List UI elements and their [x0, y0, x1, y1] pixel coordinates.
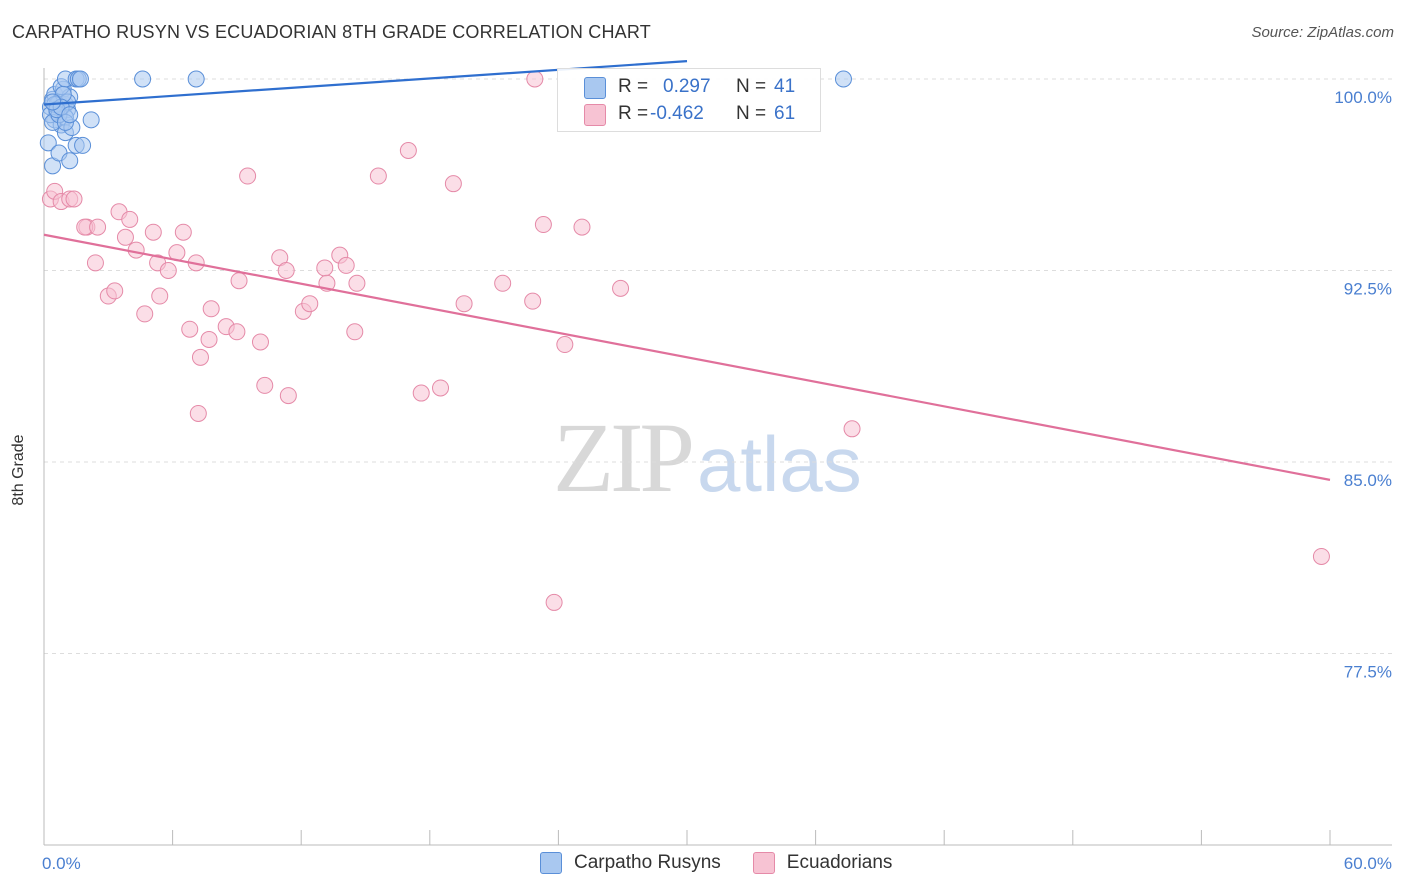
ecuadorian-point — [369, 167, 387, 185]
ecuadorian-point — [524, 292, 542, 310]
carpatho-rusyn-point — [74, 136, 92, 154]
ecuadorian-point — [202, 300, 220, 318]
ecuadorian-point — [136, 305, 154, 323]
legend-n-label: N = — [736, 76, 767, 97]
watermark-atlas: atlas — [697, 420, 862, 508]
ecuadorian-point — [106, 282, 124, 300]
ecuadorian-point — [279, 387, 297, 405]
ecuadorian-point — [277, 262, 295, 279]
legend-r-value: -0.462 — [650, 103, 704, 124]
ecuadorian-point — [526, 70, 544, 88]
ecuadorian-point — [534, 216, 552, 234]
ecuadorian-point — [191, 348, 209, 366]
watermark-zip: ZIP — [553, 402, 695, 513]
ecuadorian-point — [200, 330, 218, 348]
legend-n-label: N = — [736, 103, 767, 124]
ecuadorian-point — [189, 404, 207, 422]
carpatho-rusyn-point — [61, 106, 79, 124]
legend-n-value: 61 — [774, 103, 796, 124]
ecuadorian-point — [65, 190, 83, 208]
ecuadorian-point — [230, 272, 248, 290]
y-tick-label: 100.0% — [1334, 88, 1392, 107]
y-tick-label: 85.0% — [1344, 471, 1392, 490]
ecuadorian-point — [399, 141, 417, 159]
ecuadorian-point — [545, 593, 563, 611]
carpatho-rusyn-point — [44, 93, 62, 111]
legend-swatch-pink — [752, 852, 775, 874]
ecuadorian-point — [455, 295, 473, 313]
ecuadorian-point — [181, 320, 199, 338]
ecuadorian-point — [556, 336, 574, 354]
ecuadorian-point — [174, 223, 192, 241]
ecuadorian-point — [251, 333, 269, 351]
ecuadorian-point — [144, 223, 162, 241]
ecuadorian-point — [444, 175, 462, 193]
ecuadorian-point — [348, 274, 366, 292]
x-tick-label: 60.0% — [1344, 854, 1392, 873]
ecuadorian-point — [86, 254, 104, 272]
ecuadorian-point — [573, 218, 591, 236]
carpatho-rusyn-point — [134, 70, 152, 88]
ecuadorian-point — [432, 379, 450, 397]
chart-title: CARPATHO RUSYN VS ECUADORIAN 8TH GRADE C… — [12, 22, 651, 42]
series-ecuadorians — [41, 70, 1330, 611]
ecuadorian-point — [151, 287, 169, 305]
carpatho-rusyn-point — [71, 70, 89, 88]
legend-r-label: R = — [618, 76, 649, 97]
grid-lines — [44, 78, 1392, 654]
ecuadorian-point — [316, 259, 334, 277]
series-legend: Carpatho Rusyns Ecuadorians — [540, 852, 924, 874]
ecuadorian-point — [89, 218, 107, 236]
legend-label: Ecuadorians — [786, 852, 893, 873]
carpatho-rusyn-point — [187, 70, 205, 88]
y-tick-label: 77.5% — [1344, 663, 1392, 682]
ecuadorian-point — [612, 279, 630, 297]
ecuadorian-point — [159, 262, 177, 279]
carpatho-rusyn-point — [61, 152, 79, 170]
ecuadorian-point — [412, 384, 430, 402]
axes — [43, 68, 1392, 846]
legend-n-value: 41 — [774, 76, 796, 97]
ecuadorian-point — [228, 323, 246, 341]
carpatho-rusyn-point — [82, 111, 100, 129]
ecuadorian-point — [346, 323, 364, 341]
correlation-legend: R = 0.297 N = 41 R = -0.462 N = 61 — [557, 68, 821, 132]
legend-r-label: R = — [618, 103, 649, 124]
legend-label: Carpatho Rusyns — [574, 852, 721, 873]
ecuadorian-point — [301, 295, 319, 313]
legend-swatch-blue — [540, 852, 562, 874]
ecuadorian-point — [116, 228, 134, 246]
legend-item-carpatho-rusyns[interactable]: Carpatho Rusyns — [540, 852, 721, 874]
ecuadorian-point — [337, 256, 355, 274]
ecuadorian-point — [127, 241, 145, 259]
x-tick-label: 0.0% — [42, 854, 81, 873]
legend-swatch-blue — [584, 77, 606, 99]
trend-line-ecuadorian — [43, 233, 1331, 481]
carpatho-rusyn-point — [834, 70, 852, 88]
watermark: ZIPatlas — [553, 400, 862, 515]
tick-labels: 100.0% 92.5% 85.0% 77.5% 0.0% 60.0% — [42, 88, 1392, 873]
legend-row-ecuadorians: R = -0.462 N = 61 — [558, 100, 820, 128]
ecuadorian-point — [239, 167, 257, 185]
carpatho-rusyn-point — [39, 134, 57, 152]
legend-item-ecuadorians[interactable]: Ecuadorians — [752, 852, 893, 874]
source-label: Source: ZipAtlas.com — [1251, 24, 1394, 41]
ecuadorian-point — [1312, 547, 1330, 565]
ecuadorian-point — [256, 376, 274, 394]
legend-row-carpatho-rusyns: R = 0.297 N = 41 — [558, 73, 820, 101]
y-tick-label: 92.5% — [1344, 280, 1392, 299]
ecuadorian-point — [843, 420, 861, 438]
legend-r-value: 0.297 — [663, 76, 711, 97]
ecuadorian-point — [121, 210, 139, 228]
ecuadorian-point — [494, 274, 512, 292]
legend-swatch-pink — [584, 104, 606, 126]
